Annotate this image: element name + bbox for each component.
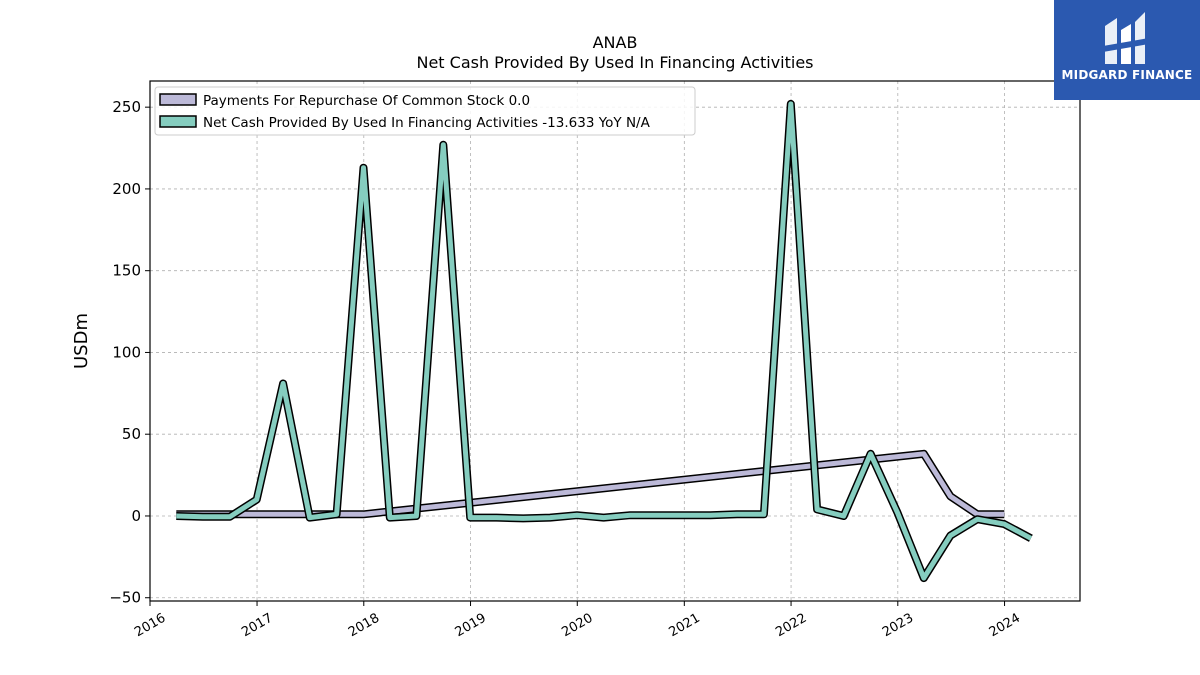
x-tick-label: 2018 [346,611,382,641]
x-axis: 2016 2017 2018 2019 2020 2021 2022 2023 2024 [132,601,1023,640]
series-outline [176,99,1033,583]
x-tick-label: 2024 [987,611,1023,641]
x-tick-label: 2016 [132,611,168,641]
y-tick-label: −50 [109,589,141,607]
chart-title: ANAB [593,33,638,52]
y-axis: −50 0 50 100 150 200 250 [109,98,150,607]
x-tick-label: 2017 [239,611,275,641]
x-tick-label: 2019 [453,611,489,641]
y-tick-label: 100 [112,343,141,361]
y-tick-label: 50 [122,425,141,443]
plot-frame [149,80,1081,602]
legend: Payments For Repurchase Of Common Stock … [154,86,696,136]
legend-swatch [159,115,197,128]
y-tick-label: 200 [112,180,141,198]
y-axis-label: USDm [71,313,92,369]
y-tick-label: 250 [112,98,141,116]
y-tick-label: 0 [131,507,141,525]
logo-text: MIDGARD FINANCE [1061,68,1193,82]
brand-logo: MIDGARD FINANCE [1054,0,1200,100]
chart-subtitle: Net Cash Provided By Used In Financing A… [416,53,813,72]
y-tick-label: 150 [112,262,141,280]
x-tick-label: 2021 [666,611,702,641]
legend-swatch [159,93,197,106]
series-line-2 [176,99,1033,583]
legend-label: Net Cash Provided By Used In Financing A… [203,115,651,131]
legend-label: Payments For Repurchase Of Common Stock … [203,93,530,109]
series-line [176,101,1033,581]
logo-mark-icon [1103,12,1149,64]
grid [149,81,1080,601]
x-tick-label: 2023 [880,611,916,641]
plot-lines [176,99,1033,583]
legend-box [154,86,696,136]
x-tick-label: 2020 [559,611,595,641]
x-tick-label: 2022 [773,611,809,641]
